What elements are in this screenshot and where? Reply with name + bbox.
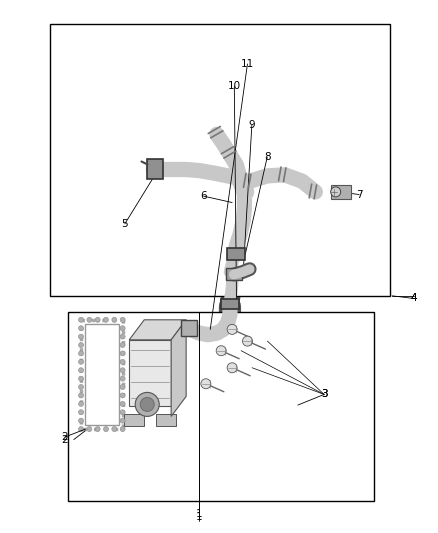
Circle shape	[331, 187, 341, 197]
Bar	[50, 24, 390, 296]
Circle shape	[120, 326, 125, 330]
Circle shape	[120, 317, 125, 322]
Text: 11: 11	[241, 59, 254, 69]
Text: 3: 3	[321, 390, 328, 399]
Circle shape	[78, 401, 84, 406]
Polygon shape	[129, 320, 186, 340]
Circle shape	[78, 317, 84, 322]
Text: 2: 2	[61, 432, 68, 442]
Circle shape	[201, 379, 211, 389]
Circle shape	[120, 334, 125, 339]
Circle shape	[112, 426, 117, 432]
Circle shape	[78, 393, 84, 398]
Bar	[124, 414, 144, 426]
Text: 6: 6	[200, 191, 207, 201]
Text: 1: 1	[196, 512, 203, 522]
Bar	[85, 324, 119, 425]
Circle shape	[78, 384, 84, 390]
Polygon shape	[171, 320, 186, 416]
Text: 3: 3	[321, 390, 328, 399]
Circle shape	[227, 325, 237, 334]
Text: 2: 2	[61, 435, 68, 445]
Text: 9: 9	[248, 120, 255, 130]
Circle shape	[227, 363, 237, 373]
Bar	[181, 320, 197, 336]
Circle shape	[78, 368, 84, 373]
Circle shape	[216, 346, 226, 356]
Circle shape	[78, 376, 84, 381]
Circle shape	[78, 334, 84, 339]
Circle shape	[135, 392, 159, 416]
Circle shape	[120, 401, 125, 406]
Circle shape	[95, 317, 100, 322]
Circle shape	[243, 336, 252, 346]
Circle shape	[120, 393, 125, 398]
Circle shape	[103, 317, 109, 322]
Circle shape	[140, 398, 154, 411]
Circle shape	[87, 317, 92, 322]
Circle shape	[120, 426, 125, 432]
Circle shape	[120, 410, 125, 415]
Circle shape	[78, 343, 84, 348]
Circle shape	[120, 376, 125, 381]
Circle shape	[78, 359, 84, 365]
Circle shape	[112, 317, 117, 322]
Circle shape	[78, 418, 84, 423]
Text: 10: 10	[228, 82, 241, 91]
Bar	[129, 340, 171, 406]
Text: 7: 7	[356, 190, 363, 199]
Text: 1: 1	[196, 509, 203, 519]
Text: 4: 4	[410, 294, 417, 303]
Circle shape	[120, 384, 125, 390]
Bar	[81, 320, 123, 429]
Circle shape	[95, 426, 100, 432]
Bar	[226, 269, 242, 280]
Circle shape	[87, 426, 92, 432]
Circle shape	[120, 359, 125, 365]
Text: 4: 4	[410, 294, 417, 303]
Circle shape	[78, 326, 84, 330]
Bar	[156, 414, 176, 426]
Circle shape	[120, 343, 125, 348]
Bar	[68, 312, 374, 501]
Bar	[331, 185, 351, 199]
Circle shape	[120, 368, 125, 373]
Text: 5: 5	[121, 219, 128, 229]
Bar	[148, 159, 163, 180]
Circle shape	[78, 351, 84, 356]
Circle shape	[120, 351, 125, 356]
Bar	[221, 299, 240, 309]
Circle shape	[103, 426, 109, 432]
Circle shape	[120, 418, 125, 423]
Bar	[226, 248, 245, 260]
Circle shape	[78, 426, 84, 432]
Circle shape	[78, 410, 84, 415]
Text: 8: 8	[264, 152, 271, 162]
